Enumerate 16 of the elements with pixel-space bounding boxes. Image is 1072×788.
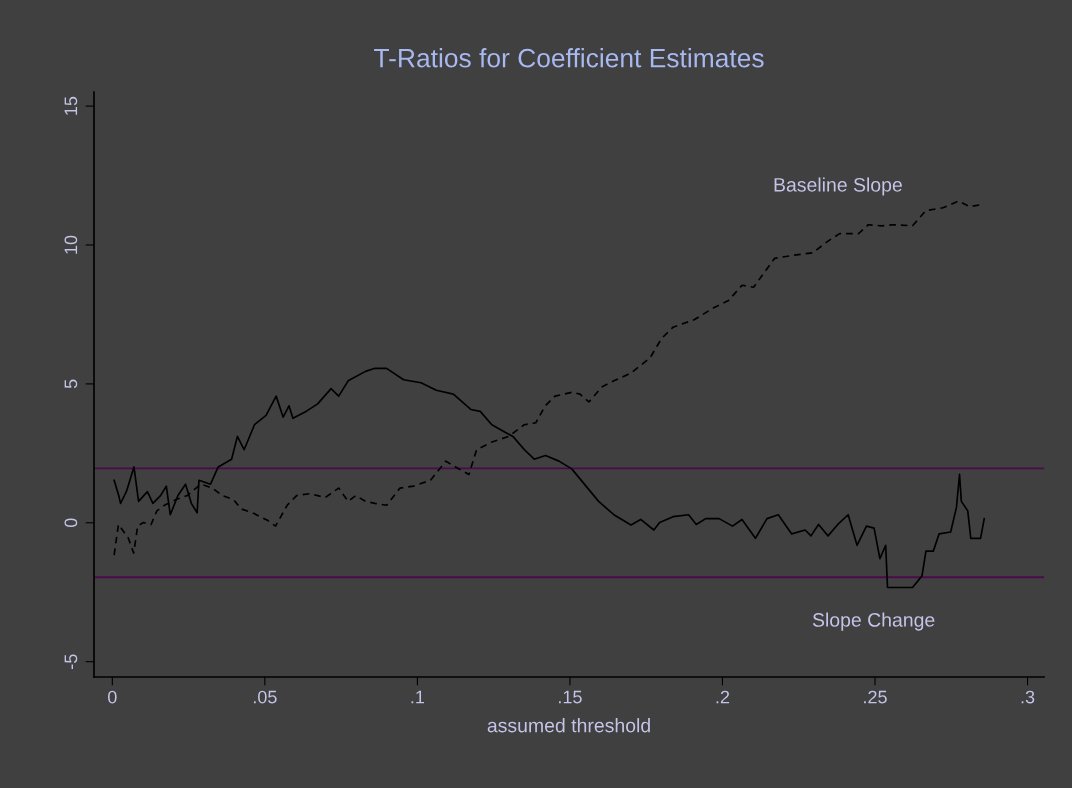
x-tick-label: .1 bbox=[411, 690, 425, 704]
y-tick-label: 15 bbox=[64, 96, 78, 115]
x-tick-label: .25 bbox=[864, 690, 887, 704]
x-tick-label: .3 bbox=[1021, 690, 1035, 704]
series-label: Slope Change bbox=[812, 612, 935, 631]
y-tick-label: 5 bbox=[64, 379, 78, 389]
x-axis-title: assumed threshold bbox=[487, 718, 650, 733]
y-tick-label: 0 bbox=[64, 518, 78, 528]
x-tick-label: .15 bbox=[559, 690, 582, 704]
series-label: Baseline Slope bbox=[774, 177, 902, 196]
x-tick-label: 0 bbox=[108, 690, 117, 704]
x-tick-label: .05 bbox=[253, 690, 277, 704]
y-tick-label: 10 bbox=[64, 235, 78, 254]
chart-title: T-Ratios for Coefficient Estimates bbox=[374, 48, 764, 68]
x-tick-label: .2 bbox=[716, 690, 730, 704]
y-tick-label: -5 bbox=[64, 654, 78, 669]
